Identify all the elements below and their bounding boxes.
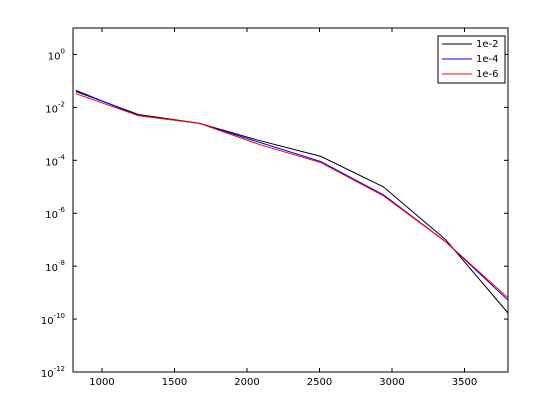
y-tick-base: 10 (41, 369, 54, 380)
y-tick-exponent: -8 (58, 259, 65, 267)
y-tick-exponent: -10 (54, 312, 65, 320)
x-tick-label: 3500 (452, 377, 477, 388)
y-tick-label: 100 (48, 47, 65, 62)
y-tick-base: 10 (48, 51, 61, 62)
x-tick-label: 3000 (379, 377, 404, 388)
legend-label: 1e-4 (476, 54, 499, 65)
y-tick-base: 10 (41, 316, 54, 327)
x-tick-label: 2000 (234, 377, 259, 388)
y-tick-label: 10-2 (45, 100, 65, 115)
y-tick-label: 10-4 (45, 153, 65, 168)
y-tick-base: 10 (45, 104, 58, 115)
legend-label: 1e-6 (476, 69, 499, 80)
series-line (75, 91, 509, 314)
x-tick-label: 1000 (89, 377, 114, 388)
y-tick-base: 10 (45, 263, 58, 274)
y-tick-exponent: 0 (61, 47, 65, 55)
y-tick-exponent: -2 (58, 100, 65, 108)
y-tick-exponent: -4 (58, 153, 66, 161)
y-tick-base: 10 (45, 210, 58, 221)
y-tick-label: 10-6 (45, 206, 65, 221)
plot-area (72, 27, 509, 373)
y-tick-exponent: -12 (54, 365, 65, 373)
y-tick-base: 10 (45, 157, 58, 168)
y-tick-label: 10-8 (45, 259, 65, 274)
y-tick-label: 10-12 (41, 365, 65, 380)
y-tick-exponent: -6 (58, 206, 66, 214)
y-tick-label: 10-10 (41, 312, 65, 327)
x-tick-label: 1500 (162, 377, 187, 388)
x-tick-label: 2500 (307, 377, 332, 388)
series-line (75, 93, 509, 299)
legend-label: 1e-2 (476, 39, 499, 50)
